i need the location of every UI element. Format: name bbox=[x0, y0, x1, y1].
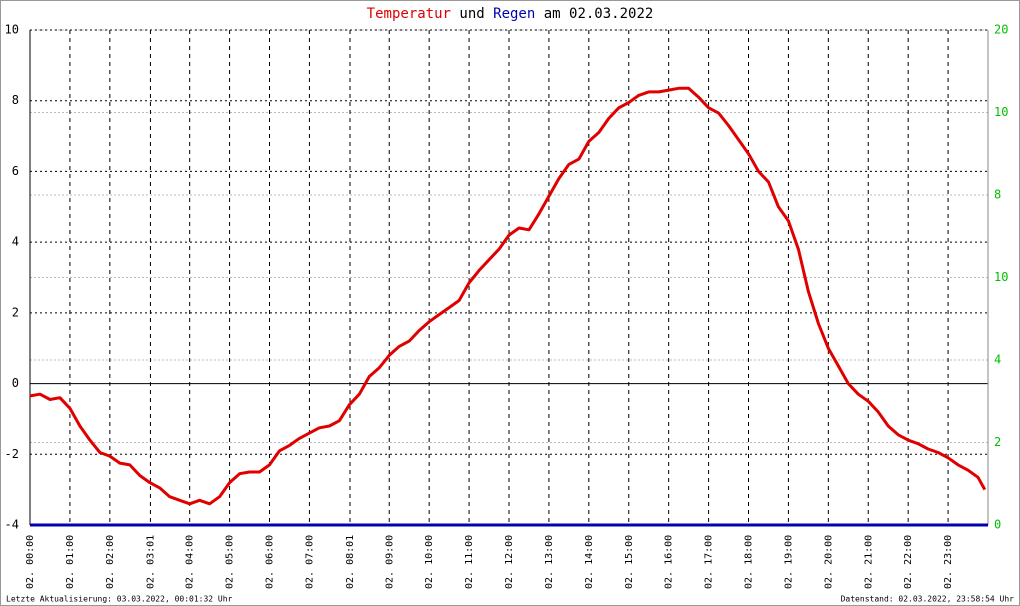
y2-tick-label: 0 bbox=[994, 518, 1001, 532]
title-series-1: Temperatur bbox=[367, 6, 451, 22]
y-tick-label: 6 bbox=[12, 164, 19, 178]
x-tick-label: 02. 23:00 bbox=[943, 535, 954, 589]
x-tick-label: 02. 21:00 bbox=[863, 535, 874, 589]
x-tick-label: 02. 20:00 bbox=[823, 535, 834, 589]
x-tick-label: 02. 08:01 bbox=[345, 535, 356, 589]
y-tick-label: 4 bbox=[12, 235, 19, 249]
x-tick-label: 02. 00:00 bbox=[25, 535, 36, 589]
y-tick-label: 10 bbox=[5, 23, 19, 37]
chart-title: Temperatur und Regen am 02.03.2022 bbox=[367, 6, 654, 22]
series-line bbox=[29, 86, 987, 506]
y-tick-label: -4 bbox=[5, 518, 19, 532]
x-tick-label: 02. 14:00 bbox=[584, 535, 595, 589]
footer-right: Datenstand: 02.03.2022, 23:58:54 Uhr bbox=[841, 595, 1015, 604]
title-series-2: Regen bbox=[493, 6, 535, 22]
x-tick-label: 02. 03:01 bbox=[145, 535, 156, 589]
x-tick-label: 02. 06:00 bbox=[265, 535, 276, 589]
x-tick-label: 02. 11:00 bbox=[464, 535, 475, 589]
y2-tick-label: 10 bbox=[994, 105, 1008, 119]
x-tick-label: 02. 07:00 bbox=[304, 535, 315, 589]
x-tick-label: 02. 17:00 bbox=[704, 535, 715, 589]
x-tick-label: 02. 19:00 bbox=[783, 535, 794, 589]
x-tick-label: 02. 04:00 bbox=[185, 535, 196, 589]
x-tick-label: 02. 02:00 bbox=[105, 535, 116, 589]
y2-tick-label: 20 bbox=[994, 23, 1008, 37]
y2-tick-label: 2 bbox=[994, 435, 1001, 449]
x-tick-label: 02. 13:00 bbox=[544, 535, 555, 589]
y-tick-label: 0 bbox=[12, 376, 19, 390]
x-tick-label: 02. 09:00 bbox=[384, 535, 395, 589]
y2-tick-label: 4 bbox=[994, 353, 1001, 367]
x-tick-label: 02. 12:00 bbox=[504, 535, 515, 589]
x-tick-label: 02. 01:00 bbox=[65, 535, 76, 589]
x-tick-label: 02. 16:00 bbox=[664, 535, 675, 589]
title-joiner: und bbox=[459, 6, 484, 22]
y2-tick-label: 10 bbox=[994, 270, 1008, 284]
footer-left: Letzte Aktualisierung: 03.03.2022, 00:01… bbox=[6, 595, 233, 604]
y-tick-label: 8 bbox=[12, 93, 19, 107]
x-tick-label: 02. 15:00 bbox=[624, 535, 635, 589]
x-tick-label: 02. 22:00 bbox=[903, 535, 914, 589]
y2-tick-label: 8 bbox=[994, 188, 1001, 202]
title-suffix: am 02.03.2022 bbox=[544, 6, 654, 22]
y-tick-label: 2 bbox=[12, 305, 19, 319]
x-tick-label: 02. 18:00 bbox=[744, 535, 755, 589]
y-tick-label: -2 bbox=[5, 447, 19, 461]
x-tick-label: 02. 05:00 bbox=[225, 535, 236, 589]
x-tick-label: 02. 10:00 bbox=[424, 535, 435, 589]
